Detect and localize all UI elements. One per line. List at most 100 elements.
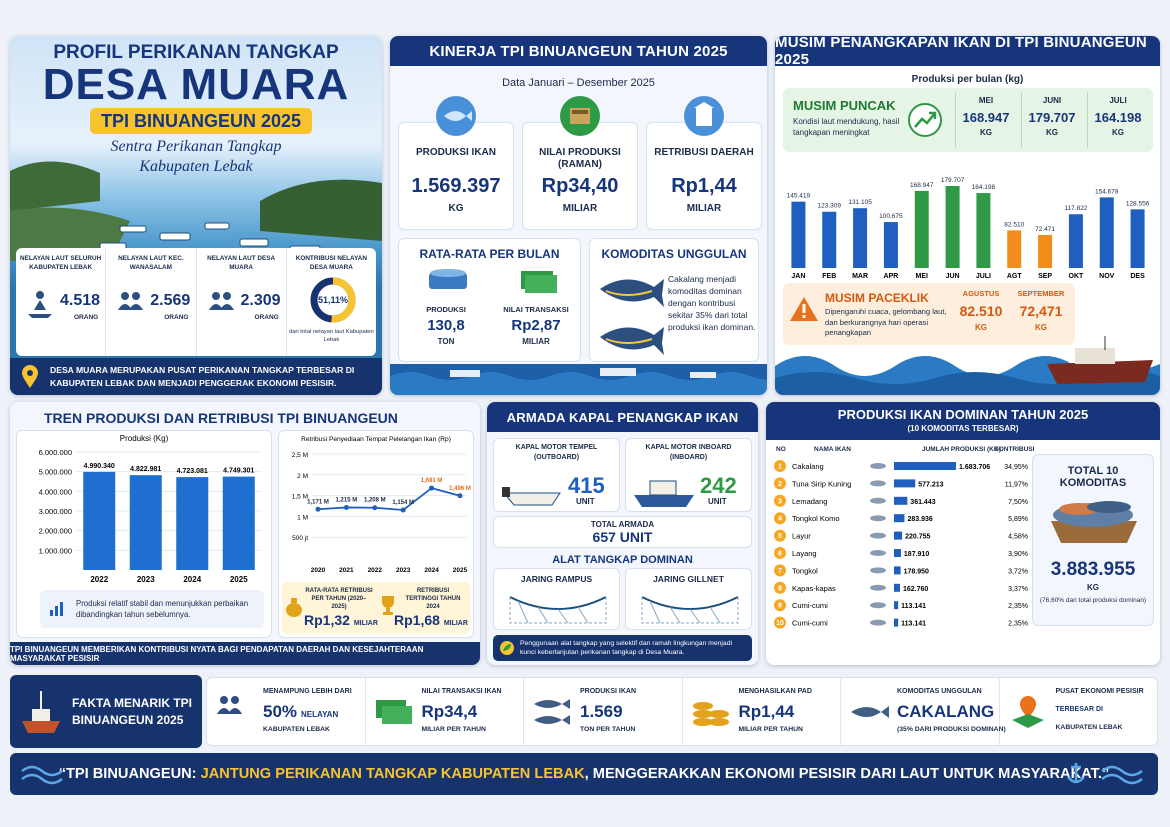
- season-value: 82.510: [959, 303, 1003, 319]
- total-value: 657 UNIT: [592, 529, 653, 545]
- net-icon: [641, 596, 739, 624]
- col-header: NO: [776, 446, 786, 453]
- header-panel: PROFIL PERIKANAN TANGKAP DESA MUARA TPI …: [10, 36, 382, 395]
- fakta-value: TERBESAR DI: [1056, 706, 1103, 713]
- bar: [894, 514, 905, 523]
- season-month: JULI: [1109, 96, 1127, 105]
- wave-icon: [21, 765, 63, 785]
- value-label: 1,496 M: [449, 486, 471, 492]
- bar: [1099, 197, 1114, 268]
- season-item: [1087, 92, 1149, 148]
- fakta-value: Rp1,44: [739, 702, 795, 722]
- value-label: 178.950: [904, 568, 929, 575]
- fakta-bottom: MILIAR PER TAHUN: [421, 726, 486, 733]
- avg-label: PRODUKSI: [426, 305, 466, 314]
- fish-name: Tongkol: [792, 566, 818, 575]
- value-label: 220.755: [905, 534, 930, 541]
- paceklik-box: MUSIM PACEKLIK Dipengaruhi cuaca, gelomb…: [783, 283, 1075, 345]
- fisher-stat: NELAYAN LAUT SELURUH KABUPATEN LEBAK 4.51…: [16, 248, 107, 356]
- value-label: 1,208 M: [364, 498, 386, 504]
- y-tick-label: 2,5 M: [292, 452, 308, 459]
- kpi-unit: MILIAR: [562, 203, 598, 214]
- season-month: MEI: [978, 96, 994, 105]
- x-tick-label: FEB: [822, 273, 836, 280]
- fakta-value: Rp34,4: [422, 702, 478, 722]
- total-label: TOTAL 10 KOMODITAS: [1059, 465, 1127, 489]
- fakta-item: PRODUKSI IKAN 1.569 TON PER TAHUN: [524, 678, 683, 745]
- avg-value: Rp2,87: [511, 317, 561, 334]
- fakta-bottom: KABUPATEN LEBAK: [1055, 724, 1123, 731]
- header-tagline: Kabupaten Lebak: [139, 158, 253, 175]
- fish-name: Layang: [792, 549, 817, 558]
- bar: [853, 208, 868, 268]
- summary-unit: MILIAR: [353, 620, 378, 627]
- fish-name: Cumi-cumi: [792, 601, 828, 610]
- season-item: [955, 92, 1017, 148]
- x-tick-label: JUN: [946, 273, 960, 280]
- value-label: 164.198: [972, 184, 996, 191]
- fakta-item: MENGHASILKAN PAD Rp1,44 MILIAR PER TAHUN: [683, 678, 841, 745]
- season-unit: KG: [1046, 128, 1058, 137]
- fish-icon: [870, 584, 886, 591]
- season-month: SEPTEMBER: [1017, 289, 1065, 298]
- total-card: TOTAL ARMADA 657 UNIT: [493, 516, 752, 548]
- point: [372, 505, 378, 511]
- share-label: 5,89%: [1008, 516, 1028, 523]
- chart-subtitle: Produksi per bulan (kg): [911, 74, 1024, 85]
- x-tick-label: MAR: [852, 273, 868, 280]
- quote-band: “TPI BINUANGEUN: JANTUNG PERIKANAN TANGK…: [10, 753, 1158, 795]
- bar: [1130, 209, 1145, 268]
- season-item: [1021, 92, 1083, 148]
- quote-part: “TPI BINUANGEUN:: [58, 766, 197, 782]
- y-tick-label: 500 jt: [292, 535, 308, 542]
- bar: [894, 566, 901, 575]
- fakta-bottom: (35% DARI PRODUKSI DOMINAN): [897, 726, 1006, 733]
- total-box: TOTAL 10 KOMODITAS 3.883.955 KG (76,60% …: [1032, 454, 1154, 626]
- trophy-icon: [382, 596, 394, 615]
- summary-value: Rp1,32 MILIAR: [304, 612, 378, 628]
- tren-footer-text: TPI BINUANGEUN MEMBERIKAN KONTRIBUSI NYA…: [10, 644, 424, 663]
- note-box: Produksi relatif stabil dan menunjukkan …: [40, 590, 264, 628]
- value-label: 1,171 M: [307, 499, 329, 505]
- tren-panel: TREN PRODUKSI DAN RETRIBUSI TPI BINUANGE…: [10, 402, 480, 665]
- share-label: 3,72%: [1008, 568, 1028, 575]
- col-header: KONTRIBUSI: [994, 446, 1035, 453]
- header-footer-text: DESA MUARA MERUPAKAN PUSAT PERIKANAN TAN…: [50, 364, 355, 388]
- pin-icon: [22, 364, 38, 388]
- stat-unit: ORANG: [254, 314, 279, 321]
- fakta-number: 50%: [263, 702, 298, 721]
- share-label: 3,37%: [1008, 586, 1028, 593]
- stat-value: 2.309: [240, 292, 281, 309]
- rank: 2: [778, 481, 782, 488]
- fakta-value: 50% NELAYAN: [263, 702, 338, 722]
- total-note: (76,60% dari total produksi dominan): [1039, 597, 1147, 604]
- value-label: 361.443: [910, 499, 935, 506]
- header-kicker: PROFIL PERIKANAN TANGKAP: [53, 42, 339, 63]
- fish-name: Layur: [792, 532, 811, 541]
- avg-icon: [521, 271, 557, 293]
- fakta-value: 1.569: [580, 702, 623, 722]
- rank: 1: [778, 464, 782, 471]
- rank: 7: [778, 568, 782, 575]
- bar: [1007, 230, 1022, 268]
- x-tick-label: JAN: [791, 273, 805, 280]
- retribution-summary: RATA-RATA RETRIBUSI PER TAHUN (2020–2025…: [282, 582, 470, 634]
- bar: [176, 477, 209, 570]
- bar: [894, 496, 908, 505]
- fakta-item: MENAMPUNG LEBIH DARI 50% NELAYAN KABUPATEN …: [207, 678, 366, 745]
- line: [317, 487, 461, 511]
- boat-unit: UNIT: [708, 497, 727, 506]
- retribution-chart: Retribusi Penyediaan Tempat Pelelangan I…: [292, 436, 471, 574]
- value-label: 4.990.340: [84, 463, 115, 470]
- musim-panel: MUSIM PENANGKAPAN IKAN DI TPI BINUANGEUN…: [775, 36, 1160, 395]
- quote: “TPI BINUANGEUN: JANTUNG PERIKANAN TANGK…: [59, 766, 1110, 782]
- boat-unit: UNIT: [576, 497, 595, 506]
- anchor-waves: [1067, 763, 1143, 785]
- rank-badge: [774, 494, 786, 507]
- fakta-top: KOMODITAS UNGGULAN: [897, 688, 982, 695]
- armada-panel: ARMADA KAPAL PENANGKAP IKAN KAPAL MOTOR …: [487, 402, 758, 665]
- rank-badge: [774, 564, 786, 577]
- season-value: 72,471: [1019, 303, 1063, 319]
- value-label: 1,215 M: [336, 497, 358, 503]
- rank-badge: [774, 581, 786, 594]
